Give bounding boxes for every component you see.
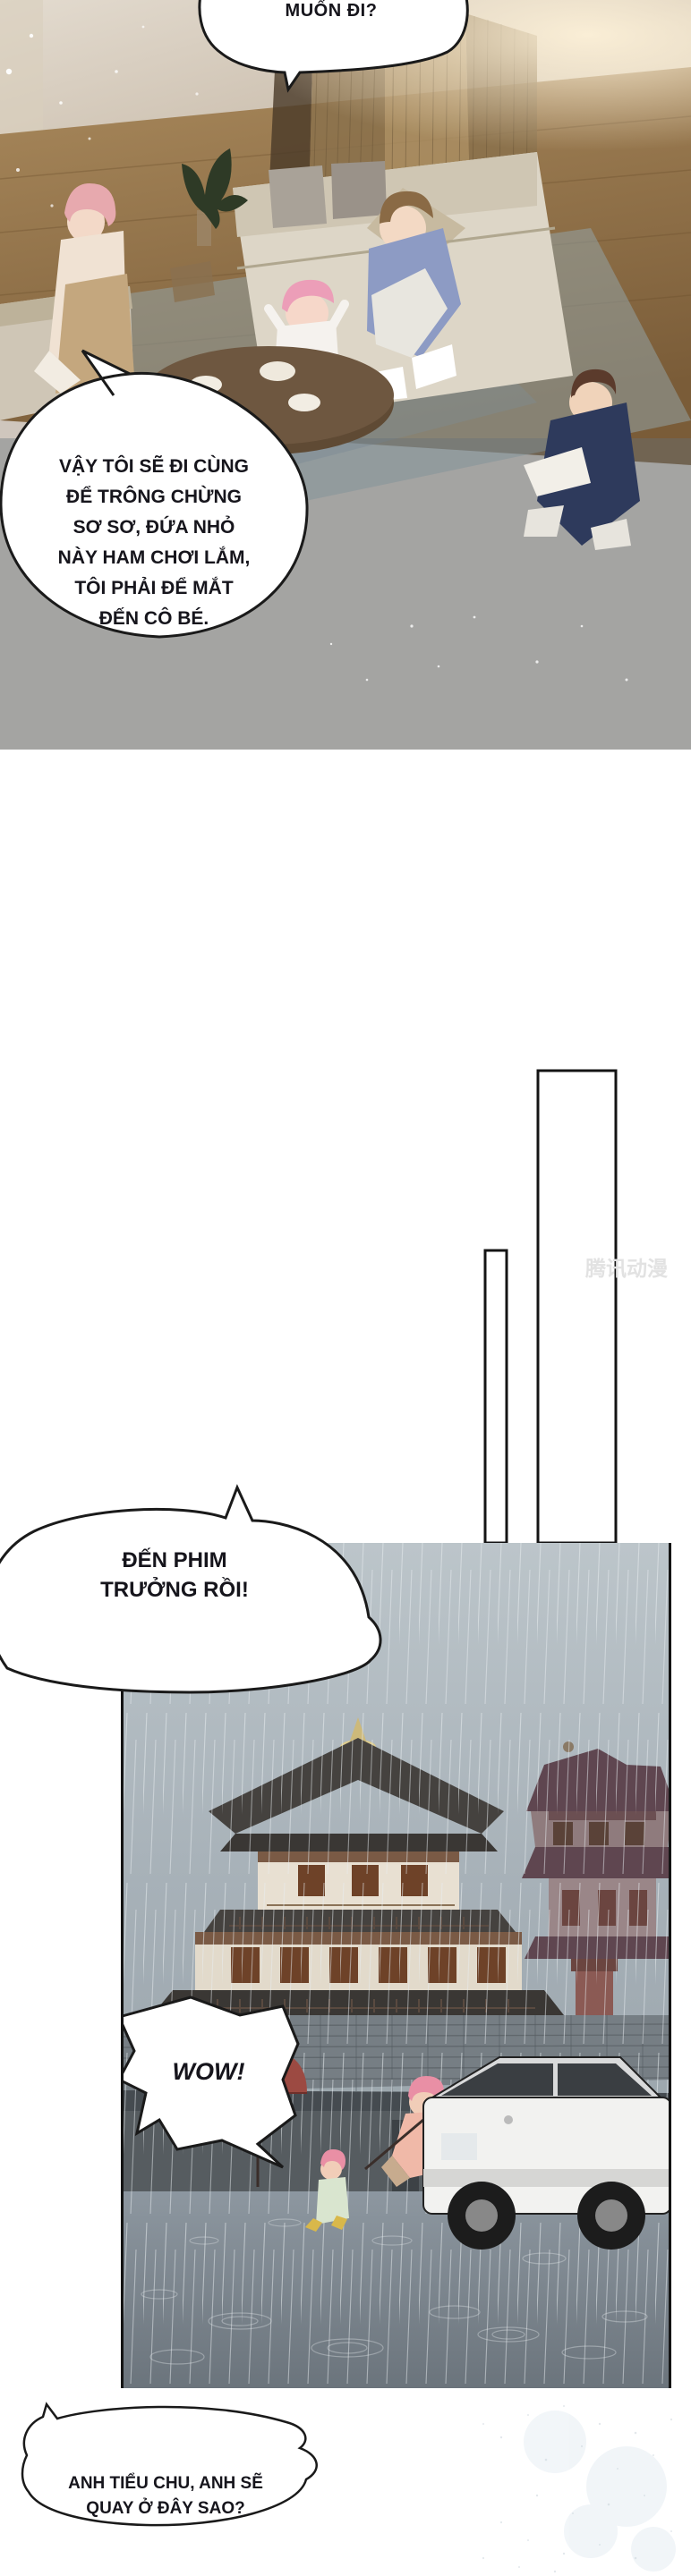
svg-text:ANH TIỂU CHU, ANH SẼ: ANH TIỂU CHU, ANH SẼ [68,2473,263,2493]
svg-text:腾讯动漫: 腾讯动漫 [585,1257,668,1280]
svg-text:SƠ SƠ, ĐỨA NHỎ: SƠ SƠ, ĐỨA NHỎ [73,516,235,538]
svg-text:ĐỂ TRÔNG CHỪNG: ĐỂ TRÔNG CHỪNG [66,486,242,507]
svg-text:NÀY HAM CHƠI LẮM,: NÀY HAM CHƠI LẮM, [58,547,251,568]
svg-text:TÔI PHẢI ĐỂ MẮT: TÔI PHẢI ĐỂ MẮT [74,577,234,598]
svg-text:WOW!: WOW! [173,2058,245,2085]
svg-text:QUAY Ở ĐÂY SAO?: QUAY Ở ĐÂY SAO? [86,2498,244,2518]
svg-text:ĐẾN CÔ BÉ.: ĐẾN CÔ BÉ. [99,607,209,629]
svg-text:VẬY TÔI SẼ ĐI CÙNG: VẬY TÔI SẼ ĐI CÙNG [59,455,249,477]
